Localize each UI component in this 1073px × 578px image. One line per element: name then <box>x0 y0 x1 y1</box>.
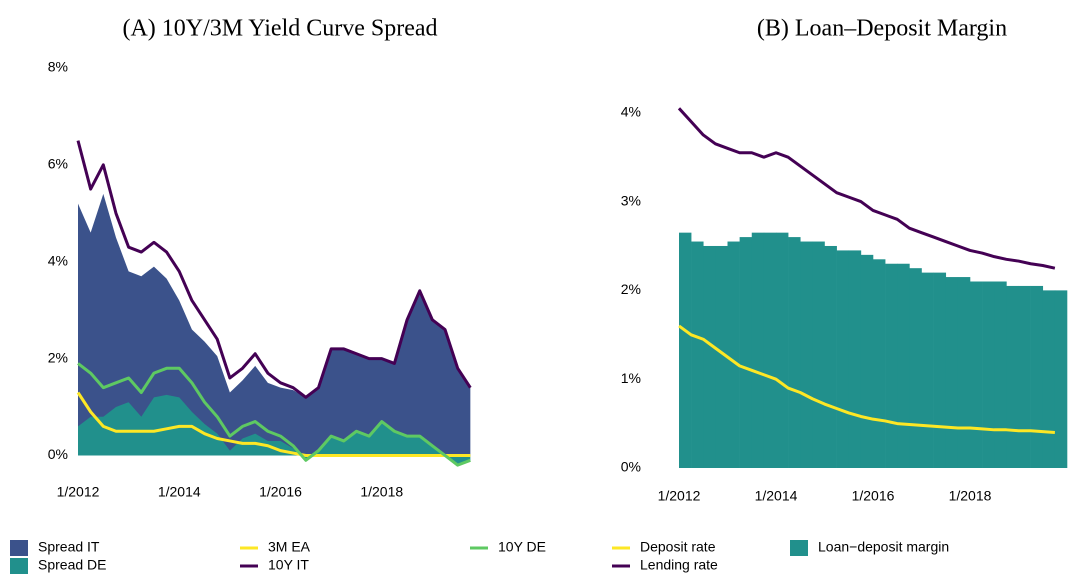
bar <box>727 241 740 468</box>
bar <box>824 245 837 468</box>
bar <box>812 241 825 468</box>
bar <box>933 272 947 468</box>
legend-swatch <box>10 558 28 574</box>
area <box>78 394 471 466</box>
bar <box>1030 285 1044 468</box>
bar <box>1042 290 1056 468</box>
x-tick-label: 1/2012 <box>658 488 701 504</box>
y-tick-label: 8% <box>48 59 68 75</box>
legend-label: Loan−deposit margin <box>818 539 949 555</box>
bar <box>945 277 959 468</box>
line <box>77 362 471 467</box>
x-tick-label: 1/2016 <box>259 484 302 500</box>
bar <box>921 272 934 468</box>
y-tick-label: 0% <box>48 446 68 462</box>
x-tick-label: 1/2018 <box>360 484 403 500</box>
bar <box>909 268 922 468</box>
line <box>677 107 1056 270</box>
bar <box>873 259 886 468</box>
legend-label: Deposit rate <box>640 539 716 555</box>
line <box>678 324 1055 434</box>
legend-label: Spread IT <box>38 539 100 555</box>
bar <box>800 241 813 468</box>
bar <box>1006 285 1019 468</box>
bar <box>860 254 874 468</box>
x-tick-label: 1/2018 <box>949 488 992 504</box>
bar <box>788 237 801 468</box>
y-tick-label: 0% <box>621 459 641 475</box>
bar <box>763 232 777 468</box>
area <box>78 193 471 456</box>
x-tick-label: 1/2014 <box>158 484 201 500</box>
legend-swatch <box>10 540 28 556</box>
legend-label: Spread DE <box>38 557 106 573</box>
x-tick-label: 1/2014 <box>755 488 798 504</box>
bar <box>957 277 971 468</box>
bar <box>703 245 716 468</box>
y-tick-label: 1% <box>621 370 641 386</box>
y-tick-label: 2% <box>621 281 641 297</box>
y-tick-label: 3% <box>621 192 641 208</box>
bar <box>885 263 898 468</box>
y-tick-label: 2% <box>48 349 68 365</box>
line <box>76 391 471 457</box>
bar <box>897 263 910 468</box>
y-tick-label: 4% <box>621 103 641 119</box>
x-tick-label: 1/2016 <box>852 488 895 504</box>
legend-label: 3M EA <box>268 539 311 555</box>
bar <box>994 281 1007 468</box>
y-tick-label: 4% <box>48 252 68 268</box>
legend-label: 10Y IT <box>268 557 309 573</box>
bar <box>970 281 983 468</box>
bar <box>739 237 753 468</box>
chart-title: (B) Loan–Deposit Margin <box>757 16 1007 42</box>
bar <box>1018 285 1031 468</box>
legend-label: Lending rate <box>640 557 718 573</box>
bar <box>751 232 765 468</box>
bar <box>982 281 995 468</box>
bar <box>679 232 692 468</box>
y-tick-label: 6% <box>48 156 68 172</box>
x-tick-label: 1/2012 <box>57 484 100 500</box>
bar <box>715 245 728 468</box>
line <box>76 140 472 399</box>
bar <box>836 250 850 468</box>
legend-label: 10Y DE <box>498 539 546 555</box>
bar <box>776 232 789 468</box>
bar <box>691 241 704 468</box>
bar <box>848 250 862 468</box>
bar <box>1054 290 1068 468</box>
chart-title: (A) 10Y/3M Yield Curve Spread <box>122 16 437 42</box>
legend-swatch <box>790 540 808 556</box>
